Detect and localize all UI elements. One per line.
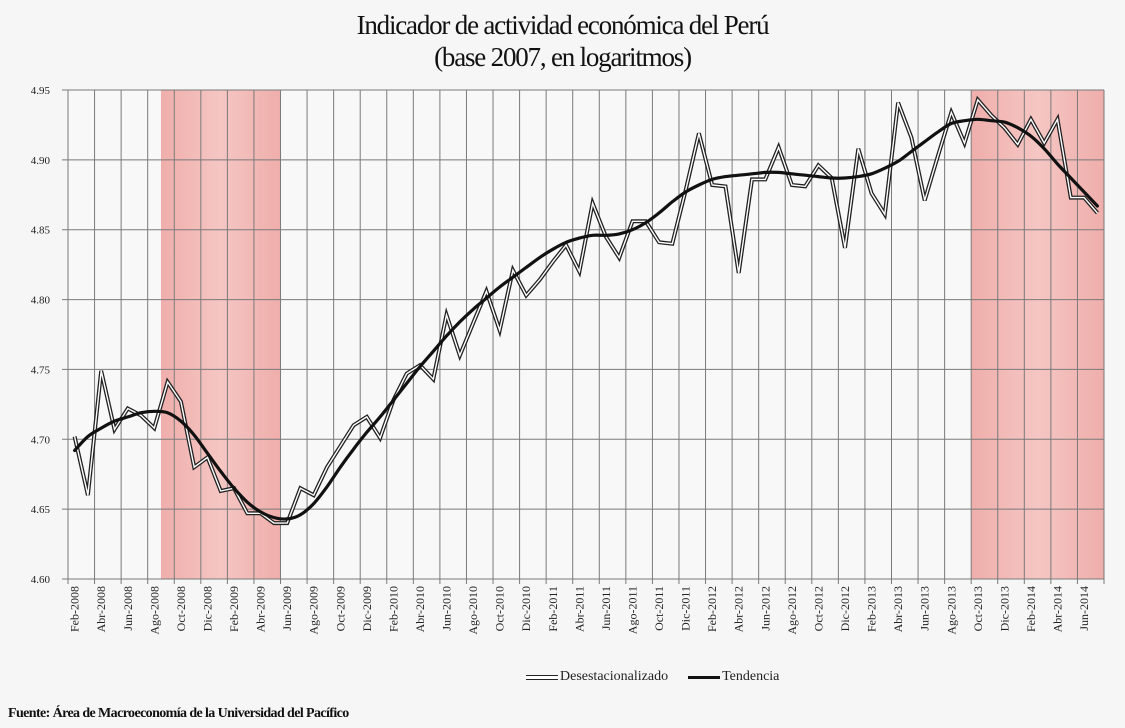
legend-thick-line-swatch	[688, 675, 721, 679]
x-tick-label: Ago-2012	[785, 586, 799, 635]
shaded-period	[971, 90, 1104, 579]
legend-label: Desestacionalizado	[560, 669, 669, 684]
y-tick-label: 4.90	[31, 155, 51, 167]
y-tick-label: 4.80	[31, 295, 51, 307]
x-tick-label: Abr-2011	[572, 586, 586, 632]
x-tick-label: Abr-2008	[94, 586, 108, 632]
x-tick-label: Feb-2011	[546, 586, 560, 632]
x-tick-label: Oct-2010	[493, 586, 507, 631]
y-tick-label: 4.70	[31, 434, 51, 446]
x-tick-label: Ago-2008	[147, 586, 161, 635]
y-tick-label: 4.65	[31, 504, 51, 516]
legend-label: Tendencia	[722, 669, 780, 684]
x-tick-label: Jun-2008	[121, 586, 135, 631]
x-tick-label: Jun-2014	[1077, 586, 1091, 631]
shaded-period	[160, 90, 281, 579]
x-tick-label: Ago-2013	[944, 586, 958, 635]
x-tick-label: Oct-2013	[971, 586, 985, 631]
x-tick-label: Jun-2010	[440, 586, 454, 631]
y-tick-label: 4.85	[31, 225, 51, 237]
source-note: Fuente: Área de Macroeconomía de la Univ…	[8, 706, 349, 721]
y-tick-label: 4.75	[31, 364, 51, 376]
x-tick-label: Jun-2012	[758, 586, 772, 631]
legend-double-line-swatch	[526, 674, 558, 680]
x-tick-label: Abr-2010	[413, 586, 427, 632]
x-tick-label: Feb-2014	[1024, 586, 1038, 632]
x-tick-label: Feb-2009	[227, 586, 241, 632]
chart-title: Indicador de actividad económica del Per…	[356, 10, 770, 40]
legend: Desestacionalizado Tendencia	[526, 669, 799, 685]
x-tick-label: Oct-2009	[333, 586, 347, 631]
series-tendencia-line	[73, 117, 1099, 521]
x-tick-label: Dic-2011	[679, 586, 693, 631]
x-tick-label: Dic-2012	[838, 586, 852, 631]
x-tick-label: Dic-2010	[519, 586, 533, 631]
x-tick-label: Oct-2008	[174, 586, 188, 631]
x-tick-label: Oct-2011	[652, 586, 666, 631]
x-tick-label: Feb-2012	[705, 586, 719, 632]
x-tick-label: Dic-2013	[997, 586, 1011, 631]
legend-item-tendencia: Tendencia	[688, 669, 779, 685]
x-tick-label: Abr-2012	[732, 586, 746, 632]
x-tick-label: Jun-2011	[599, 586, 613, 630]
y-tick-label: 4.95	[31, 85, 51, 97]
x-tick-label: Dic-2009	[360, 586, 374, 631]
y-tick-label: 4.60	[31, 574, 51, 586]
x-tick-label: Oct-2012	[811, 586, 825, 631]
x-tick-label: Abr-2009	[254, 586, 268, 632]
x-tick-label: Ago-2009	[307, 586, 321, 635]
x-tick-label: Ago-2010	[466, 586, 480, 635]
x-tick-label: Jun-2009	[280, 586, 294, 631]
chart-subtitle: (base 2007, en logaritmos)	[434, 42, 692, 72]
x-tick-label: Jun-2013	[918, 586, 932, 631]
x-tick-label: Feb-2008	[68, 586, 82, 632]
x-tick-label: Abr-2014	[1051, 586, 1065, 632]
x-tick-label: Feb-2013	[865, 586, 879, 632]
legend-item-desestacionalizado: Desestacionalizado	[526, 669, 668, 685]
x-tick-label: Feb-2010	[386, 586, 400, 632]
x-tick-label: Ago-2011	[625, 586, 639, 634]
x-tick-label: Dic-2008	[200, 586, 214, 631]
x-tick-label: Abr-2013	[891, 586, 905, 632]
